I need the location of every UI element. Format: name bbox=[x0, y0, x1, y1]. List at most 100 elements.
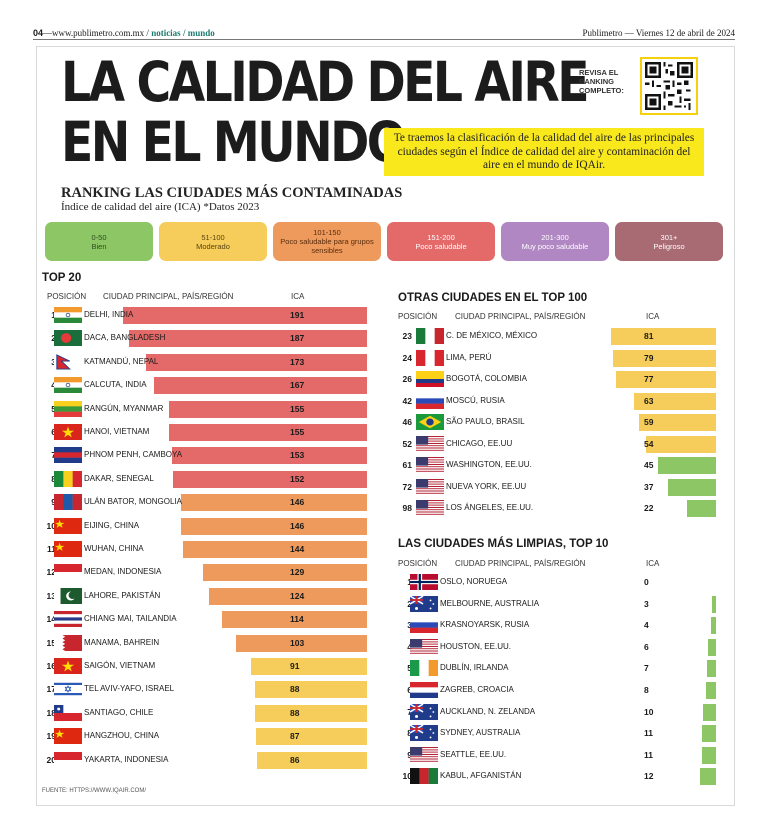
flag-icon bbox=[54, 424, 82, 440]
chart-row: 7 AUCKLAND, N. ZELANDA 10 bbox=[398, 702, 718, 722]
row-city: SÃO PAULO, BRASIL bbox=[446, 417, 525, 426]
flag-icon bbox=[410, 725, 438, 742]
top20-col-city: CIUDAD PRINCIPAL, PAÍS/REGIÓN bbox=[103, 292, 234, 301]
flag-icon bbox=[410, 638, 438, 655]
issue-date: Viernes 12 de abril de 2024 bbox=[635, 28, 735, 38]
data-bar bbox=[208, 587, 367, 605]
flag-icon bbox=[416, 500, 444, 516]
data-bar bbox=[615, 371, 716, 388]
data-bar bbox=[667, 478, 716, 496]
row-city: DUBLÍN, IRLANDA bbox=[440, 663, 509, 673]
flag-icon bbox=[54, 470, 82, 487]
row-position: 11 bbox=[47, 544, 56, 554]
flag-icon bbox=[54, 587, 82, 604]
flag-icon bbox=[410, 617, 438, 634]
chart-row: 26 BOGOTÁ, COLOMBIA 77 bbox=[398, 369, 718, 389]
row-position: 18 bbox=[46, 707, 56, 718]
chart-row: 61 WASHINGTON, EE.UU. 45 bbox=[398, 455, 718, 475]
flag-icon bbox=[54, 330, 82, 347]
data-bar bbox=[254, 704, 367, 722]
row-city: HANOI, VIETNAM bbox=[84, 427, 150, 436]
data-value: 129 bbox=[290, 567, 305, 578]
row-city: CHICAGO, EE.UU bbox=[446, 438, 513, 448]
data-value: 4 bbox=[644, 620, 649, 631]
data-value: 146 bbox=[290, 520, 305, 531]
legend-label: Moderado bbox=[196, 241, 230, 251]
row-city: SAIGÓN, VIETNAM bbox=[84, 661, 156, 670]
limpias-col-position: POSICIÓN bbox=[398, 559, 438, 568]
legend-range: 201-300 bbox=[541, 232, 569, 242]
data-bar bbox=[202, 564, 367, 582]
site-url[interactable]: www.publimetro.com.mx bbox=[52, 28, 145, 38]
data-bar bbox=[703, 703, 716, 721]
row-position: 9 bbox=[51, 497, 56, 508]
data-value: 191 bbox=[290, 310, 305, 320]
legend-range: 101-150 bbox=[313, 228, 341, 237]
row-city: KABUL, AFGANISTÁN bbox=[440, 771, 522, 781]
row-position: 5 bbox=[407, 663, 412, 674]
chart-row: 15 MANAMA, BAHREIN 103 bbox=[42, 633, 367, 653]
row-position: 1 bbox=[51, 310, 56, 320]
legend-item: 51-100 Moderado bbox=[159, 222, 267, 261]
flag-icon bbox=[410, 703, 438, 720]
otras-col-city: CIUDAD PRINCIPAL, PAÍS/REGIÓN bbox=[455, 312, 586, 321]
flag-icon bbox=[416, 435, 444, 452]
chart-row: 24 LIMA, PERÚ 79 bbox=[398, 348, 718, 368]
chart-row: 19 HANGZHOU, CHINA 87 bbox=[42, 726, 367, 746]
qr-label-line1: REVISA EL bbox=[579, 68, 619, 77]
chart-row: 4 CALCUTA, INDIA 167 bbox=[42, 375, 367, 395]
legend-label: Poco saludable para grupos sensibles bbox=[280, 237, 374, 255]
section-noticias[interactable]: noticias bbox=[151, 28, 181, 38]
flag-icon bbox=[54, 704, 82, 721]
chart-row: 11 WUHAN, CHINA 144 bbox=[42, 539, 367, 559]
flag-icon bbox=[410, 660, 438, 677]
row-position: 2 bbox=[407, 598, 412, 609]
row-position: 10 bbox=[402, 771, 412, 782]
data-value: 77 bbox=[644, 374, 654, 384]
qr-code-icon[interactable] bbox=[645, 62, 693, 110]
flag-icon bbox=[54, 658, 82, 674]
chart-row: 3 KATMANDÚ, NEPAL 173 bbox=[42, 352, 367, 372]
data-bar bbox=[169, 424, 367, 441]
otras-title: OTRAS CIUDADES EN EL TOP 100 bbox=[398, 292, 588, 304]
data-value: 173 bbox=[290, 356, 305, 367]
row-city: EIJING, CHINA bbox=[84, 520, 140, 530]
flag-icon bbox=[54, 634, 82, 651]
data-value: 167 bbox=[290, 380, 305, 391]
data-bar bbox=[634, 392, 716, 410]
data-bar bbox=[701, 746, 716, 764]
chart-row: 2 MELBOURNE, AUSTRALIA 3 bbox=[398, 594, 718, 614]
chart-row: 8 SYDNEY, AUSTRALIA 11 bbox=[398, 723, 718, 743]
header-left: 04—www.publimetro.com.mx / noticias / mu… bbox=[33, 28, 215, 38]
row-position: 23 bbox=[402, 331, 412, 341]
data-value: 8 bbox=[644, 685, 649, 695]
row-position: 72 bbox=[402, 481, 412, 492]
data-bar bbox=[257, 751, 367, 769]
row-position: 52 bbox=[402, 438, 412, 449]
data-bar bbox=[146, 353, 367, 371]
qr-frame bbox=[640, 57, 698, 115]
legend-item: 151-200 Poco saludable bbox=[387, 222, 495, 261]
data-bar bbox=[687, 500, 716, 517]
data-value: 88 bbox=[290, 684, 300, 695]
flag-icon bbox=[410, 746, 438, 763]
flag-icon bbox=[416, 349, 444, 366]
row-position: 5 bbox=[51, 403, 56, 414]
flag-icon bbox=[416, 457, 444, 473]
header-rule bbox=[33, 39, 735, 40]
flag-icon bbox=[410, 574, 438, 590]
flag-icon bbox=[410, 768, 438, 785]
data-value: 144 bbox=[290, 544, 305, 554]
chart-row: 1 DELHI, INDIA 191 bbox=[42, 305, 367, 325]
row-city: ULÁN BATOR, MONGOLIA bbox=[84, 497, 182, 507]
section-mundo[interactable]: mundo bbox=[187, 28, 215, 38]
flag-icon bbox=[54, 751, 82, 768]
page-title: LA CALIDAD DEL AIRE EN EL MUNDO bbox=[61, 52, 590, 172]
chart-row: 42 MOSCÚ, RUSIA 63 bbox=[398, 391, 718, 411]
chart-row: 72 NUEVA YORK, EE.UU 37 bbox=[398, 477, 718, 497]
data-bar bbox=[250, 658, 367, 675]
chart-row: 5 DUBLÍN, IRLANDA 7 bbox=[398, 658, 718, 678]
chart-row: 17 TEL AVIV-YAFO, ISRAEL 88 bbox=[42, 679, 367, 699]
chart-row: 9 SEATTLE, EE.UU. 11 bbox=[398, 745, 718, 765]
data-bar bbox=[173, 470, 367, 488]
